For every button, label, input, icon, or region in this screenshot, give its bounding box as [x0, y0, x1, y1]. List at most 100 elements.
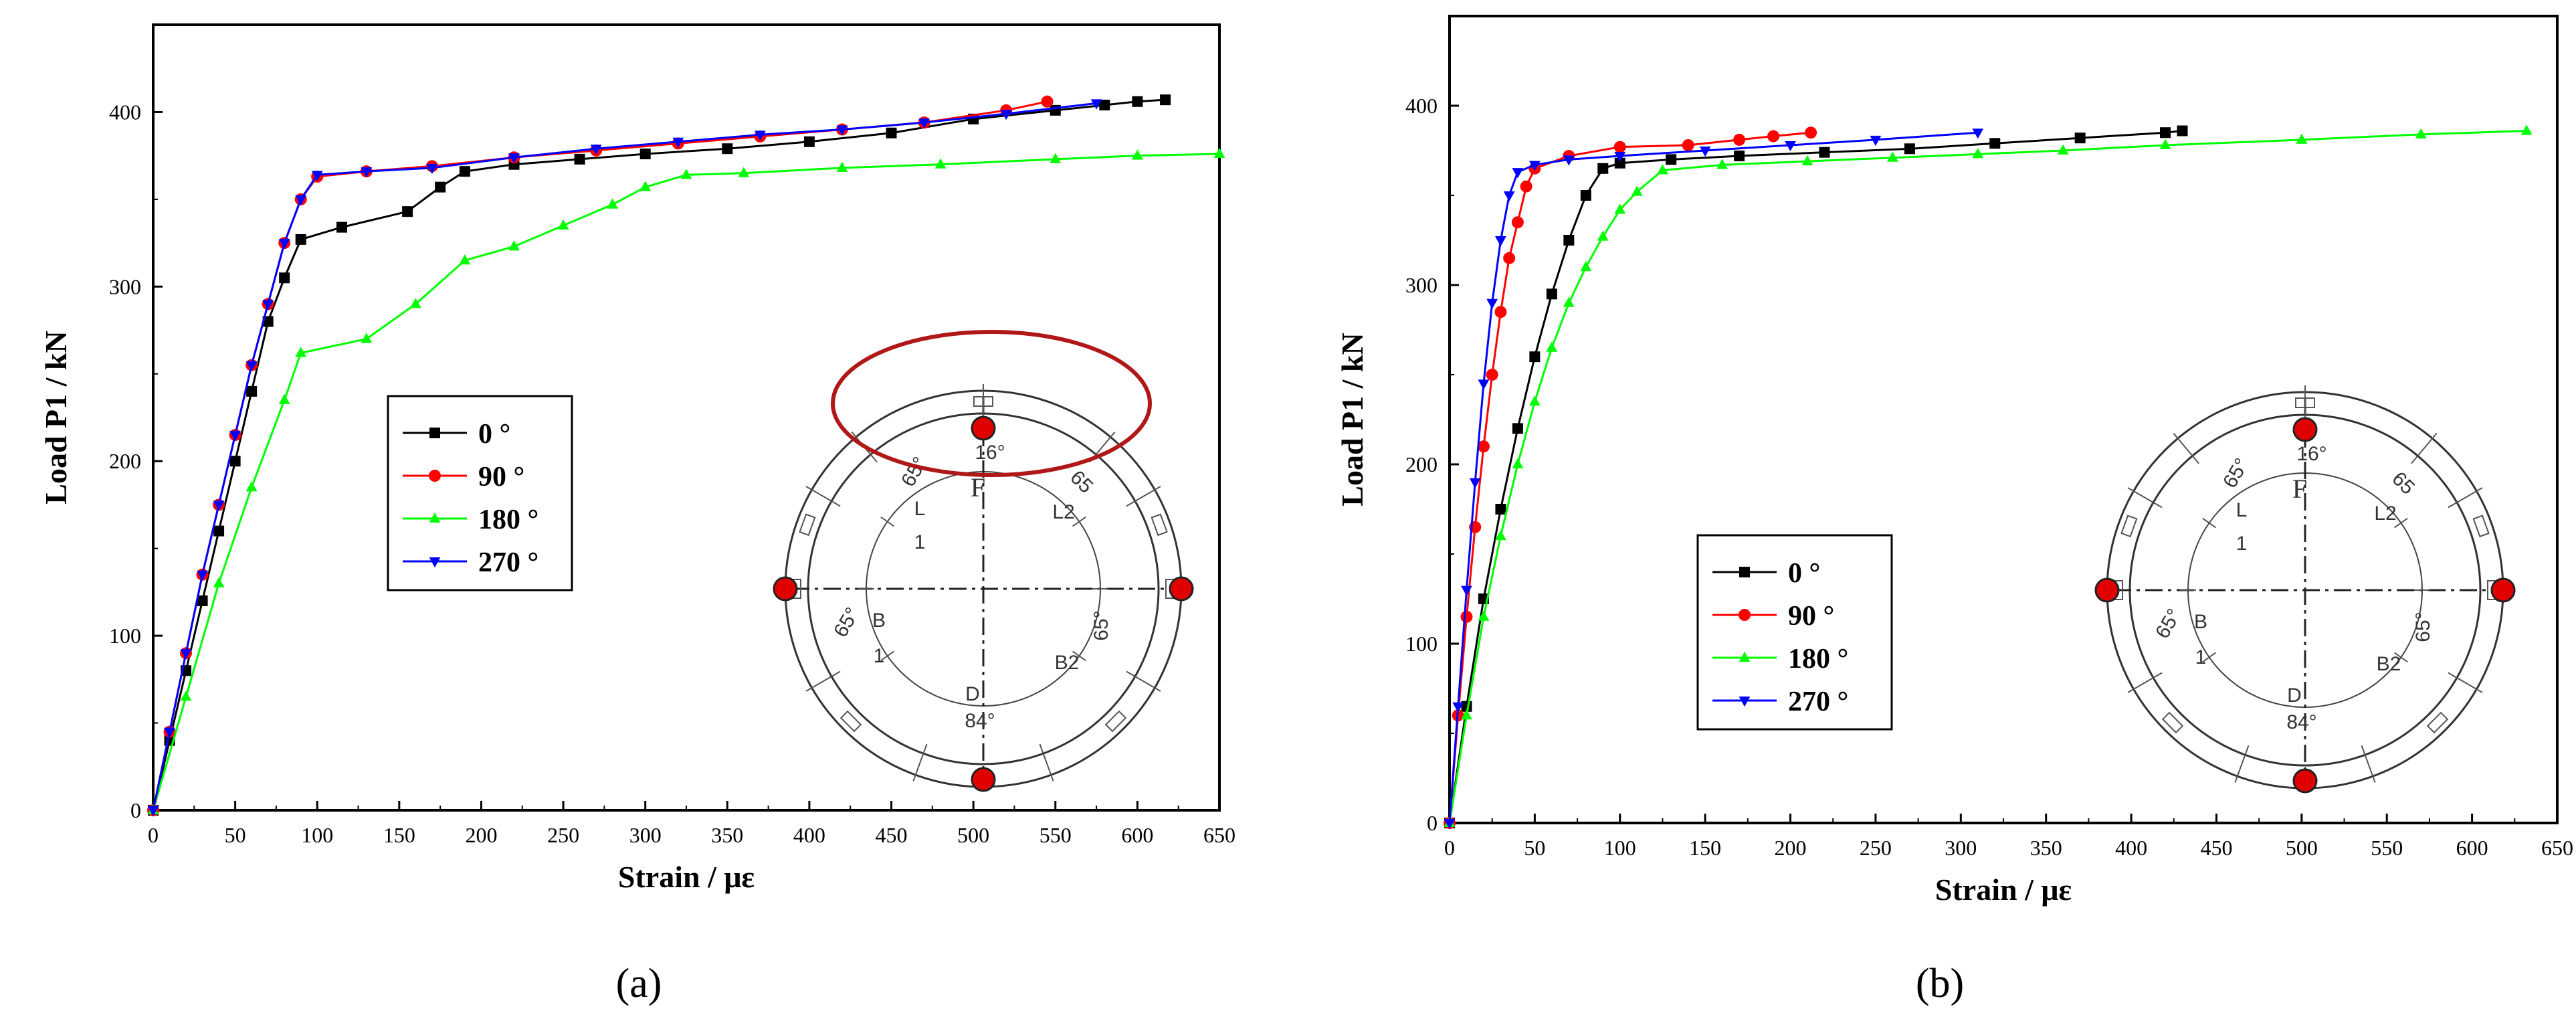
data-point: [1050, 104, 1061, 116]
data-point: [1870, 135, 1882, 147]
data-point: [1520, 180, 1532, 193]
data-point: [1563, 296, 1575, 307]
x-tick-label: 650: [2541, 836, 2573, 860]
diagram-label: 65°: [2412, 612, 2434, 642]
legend-item: 90 °: [1712, 601, 1834, 632]
inner-tick-mark: [880, 516, 895, 527]
data-point: [262, 316, 274, 327]
segment-joint-mark: [805, 670, 841, 692]
data-point: [722, 143, 733, 155]
legend-label: 90 °: [1788, 601, 1834, 632]
segment-joint-mark: [2361, 745, 2376, 783]
data-point: [1131, 149, 1143, 160]
data-point: [508, 240, 520, 251]
data-point: [213, 500, 225, 511]
data-point: [557, 219, 569, 230]
data-point: [1495, 504, 1506, 515]
data-point: [1050, 153, 1062, 163]
series-270-deg: [147, 99, 1102, 817]
data-point: [754, 130, 766, 141]
data-point: [918, 118, 930, 129]
x-tick-label: 550: [2371, 836, 2403, 860]
inner-tick-mark: [1072, 650, 1086, 662]
x-tick-label: 200: [465, 823, 497, 847]
data-point: [1563, 155, 1575, 166]
data-point: [836, 161, 848, 172]
data-point: [836, 125, 848, 136]
x-tick-label: 100: [301, 823, 333, 847]
x-tick-label: 600: [2456, 836, 2488, 860]
y-tick-label: 300: [1405, 273, 1438, 297]
y-tick-label: 200: [1405, 452, 1438, 476]
legend-marker: [429, 557, 441, 568]
data-point: [1528, 161, 1541, 171]
legend-marker: [429, 428, 440, 438]
legend: 0 ° 90 ° 180 ° 270 °: [387, 395, 573, 591]
data-point: [279, 272, 290, 284]
data-point: [1733, 133, 1746, 146]
data-point: [435, 181, 446, 193]
data-point: [1819, 147, 1830, 158]
x-tick-label: 200: [1775, 836, 1807, 860]
data-point: [426, 163, 438, 175]
x-tick-label: 550: [1039, 823, 1072, 847]
data-point: [1469, 478, 1481, 488]
data-point: [574, 153, 585, 165]
x-tick-label: 600: [1121, 823, 1153, 847]
diagram-label: 1: [914, 531, 926, 553]
legend-item: 180 °: [1712, 644, 1848, 674]
data-point: [295, 347, 307, 357]
data-point: [1486, 298, 1498, 309]
bolt-pocket: [2161, 711, 2184, 734]
data-point: [1528, 395, 1541, 406]
diagram-label: 65°: [1090, 610, 1112, 640]
data-point: [1452, 702, 1464, 713]
legend-marker: [429, 512, 441, 523]
data-point: [2415, 128, 2427, 139]
y-tick-label: 300: [109, 274, 141, 298]
data-point: [738, 167, 750, 177]
panel-label: (b): [1916, 961, 1964, 1006]
data-point: [2520, 124, 2533, 135]
x-tick-label: 650: [1203, 823, 1235, 847]
diagram-label: 65°: [897, 453, 931, 490]
diagram-label: L: [914, 498, 926, 520]
diagram-label: 65: [2387, 468, 2419, 499]
load-point-marker: [971, 767, 996, 792]
data-point: [245, 481, 258, 492]
data-point: [1546, 341, 1558, 352]
x-tick-label: 50: [1524, 836, 1545, 860]
segment-joint-mark: [1126, 670, 1161, 692]
data-point: [1512, 423, 1523, 434]
diagram-label: 84°: [2286, 711, 2316, 733]
data-point: [402, 206, 413, 217]
data-point: [1716, 159, 1728, 169]
segment-joint-mark: [2127, 672, 2163, 693]
series-line: [152, 98, 1166, 811]
data-point: [180, 691, 192, 701]
data-point: [1801, 155, 1813, 166]
x-tick-label: 0: [1444, 836, 1455, 860]
bolt-pocket: [839, 710, 862, 733]
x-tick-label: 500: [2286, 836, 2318, 860]
data-point: [672, 137, 684, 148]
legend-marker: [429, 470, 441, 482]
data-point: [1597, 163, 1609, 174]
data-point: [459, 254, 471, 265]
data-point: [1478, 610, 1490, 621]
data-point: [197, 570, 208, 581]
diagram-label: B: [872, 610, 886, 632]
data-point: [1495, 236, 1506, 247]
data-point: [1494, 306, 1507, 318]
load-point-marker: [2292, 417, 2318, 442]
load-point-marker: [2490, 577, 2516, 603]
y-axis-title: Load P1 / kN: [1335, 333, 1369, 506]
legend-marker: [1739, 697, 1751, 707]
bolt-pocket: [1104, 710, 1127, 733]
data-point: [1461, 585, 1472, 596]
data-point: [229, 456, 241, 467]
data-point: [639, 181, 652, 191]
diagram-label: 1: [2195, 646, 2207, 668]
plot-frame: [1448, 15, 2559, 824]
legend-marker: [1739, 609, 1751, 621]
